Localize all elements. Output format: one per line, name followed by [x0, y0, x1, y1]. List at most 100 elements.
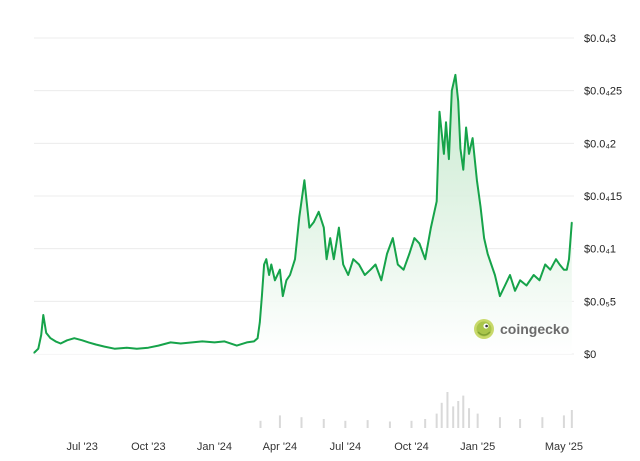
price-point [571, 221, 573, 223]
price-point [397, 263, 399, 266]
price-point [424, 258, 426, 260]
price-point [33, 352, 35, 354]
price-point [559, 263, 561, 266]
x-tick-label: Apr '24 [263, 441, 298, 453]
volume-bar [424, 419, 427, 428]
coingecko-watermark: coingecko [474, 319, 569, 339]
y-tick-label: $0.0₄1 [584, 244, 616, 256]
price-point [499, 295, 501, 297]
price-point [459, 148, 461, 150]
y-tick-label: $0.0₄2 [584, 138, 616, 150]
volume-bar [446, 392, 449, 428]
price-point [451, 90, 453, 92]
price-point [430, 227, 432, 229]
price-point [49, 337, 52, 339]
volume-bar [388, 421, 391, 428]
price-point [308, 227, 310, 229]
price-point [519, 279, 521, 281]
price-point [37, 348, 39, 350]
price-point [338, 227, 340, 229]
price-point [73, 337, 75, 339]
x-axis-ticks: Jul '23 Oct '23 Jan '24 Apr '24 Jul '24 Oct '… [66, 441, 583, 453]
price-point [490, 263, 492, 266]
price-point [103, 346, 106, 348]
price-point [88, 341, 90, 344]
price-point [323, 227, 325, 229]
price-point [563, 269, 565, 271]
price-point [436, 200, 438, 202]
y-tick-label: $0 [584, 349, 596, 361]
price-point [479, 205, 482, 208]
price-point [538, 279, 541, 281]
price-point [364, 274, 366, 276]
volume-bar [322, 419, 325, 428]
price-line-path [33, 73, 573, 354]
price-point [494, 274, 496, 276]
price-point [514, 290, 516, 292]
price-point [261, 295, 263, 297]
price-point [136, 348, 138, 350]
price-point [408, 253, 410, 255]
price-point [468, 153, 470, 155]
price-point [358, 263, 360, 266]
volume-bar [541, 417, 544, 428]
price-point [147, 347, 149, 349]
price-point [472, 137, 474, 139]
price-point [544, 263, 546, 266]
price-point [318, 211, 320, 213]
price-point [274, 279, 276, 281]
price-point [223, 340, 226, 342]
y-tick-label: $0.0₄25 [584, 86, 622, 98]
volume-bar [278, 415, 281, 428]
price-point [126, 347, 128, 349]
price-point [457, 100, 459, 102]
volume-bar [259, 420, 262, 428]
price-point [54, 340, 57, 342]
volume-bar [498, 417, 501, 428]
price-point [445, 121, 447, 123]
price-point [443, 153, 445, 155]
watermark-brand: coingecko [500, 321, 569, 337]
volume-bar [440, 402, 443, 428]
price-point [289, 274, 291, 276]
price-point [201, 340, 203, 342]
price-point [246, 341, 248, 344]
price-point [213, 341, 216, 344]
price-point [45, 332, 47, 334]
price-point [374, 263, 377, 266]
price-point [369, 269, 372, 271]
price-point [279, 269, 281, 271]
price-point [253, 340, 255, 342]
price-point [454, 74, 456, 76]
price-point [170, 341, 172, 344]
price-point [487, 253, 489, 255]
volume-bar [462, 395, 465, 428]
price-point [533, 274, 535, 276]
volume-bar [366, 420, 369, 428]
price-point [191, 341, 193, 344]
x-tick-label: Jul '24 [330, 441, 361, 453]
price-point [326, 258, 328, 260]
price-point [42, 314, 44, 316]
volume-bar [519, 419, 522, 428]
volume-bar [457, 401, 460, 428]
volume-bar [435, 413, 438, 428]
price-point [476, 179, 478, 181]
price-point [268, 274, 270, 276]
price-point [329, 237, 331, 239]
price-point [40, 334, 42, 336]
price-point [282, 295, 284, 297]
price-point [81, 339, 83, 341]
volume-bar [562, 415, 565, 428]
price-area [34, 74, 572, 355]
price-point [347, 274, 349, 276]
price-point [462, 169, 464, 171]
price-point [448, 158, 450, 160]
price-point [303, 179, 305, 181]
price-point [313, 221, 315, 223]
gecko-logo-icon [474, 319, 494, 339]
y-tick-label: $0.0₅5 [584, 296, 616, 308]
price-point [465, 126, 467, 129]
y-tick-label: $0.0₄3 [584, 33, 616, 45]
